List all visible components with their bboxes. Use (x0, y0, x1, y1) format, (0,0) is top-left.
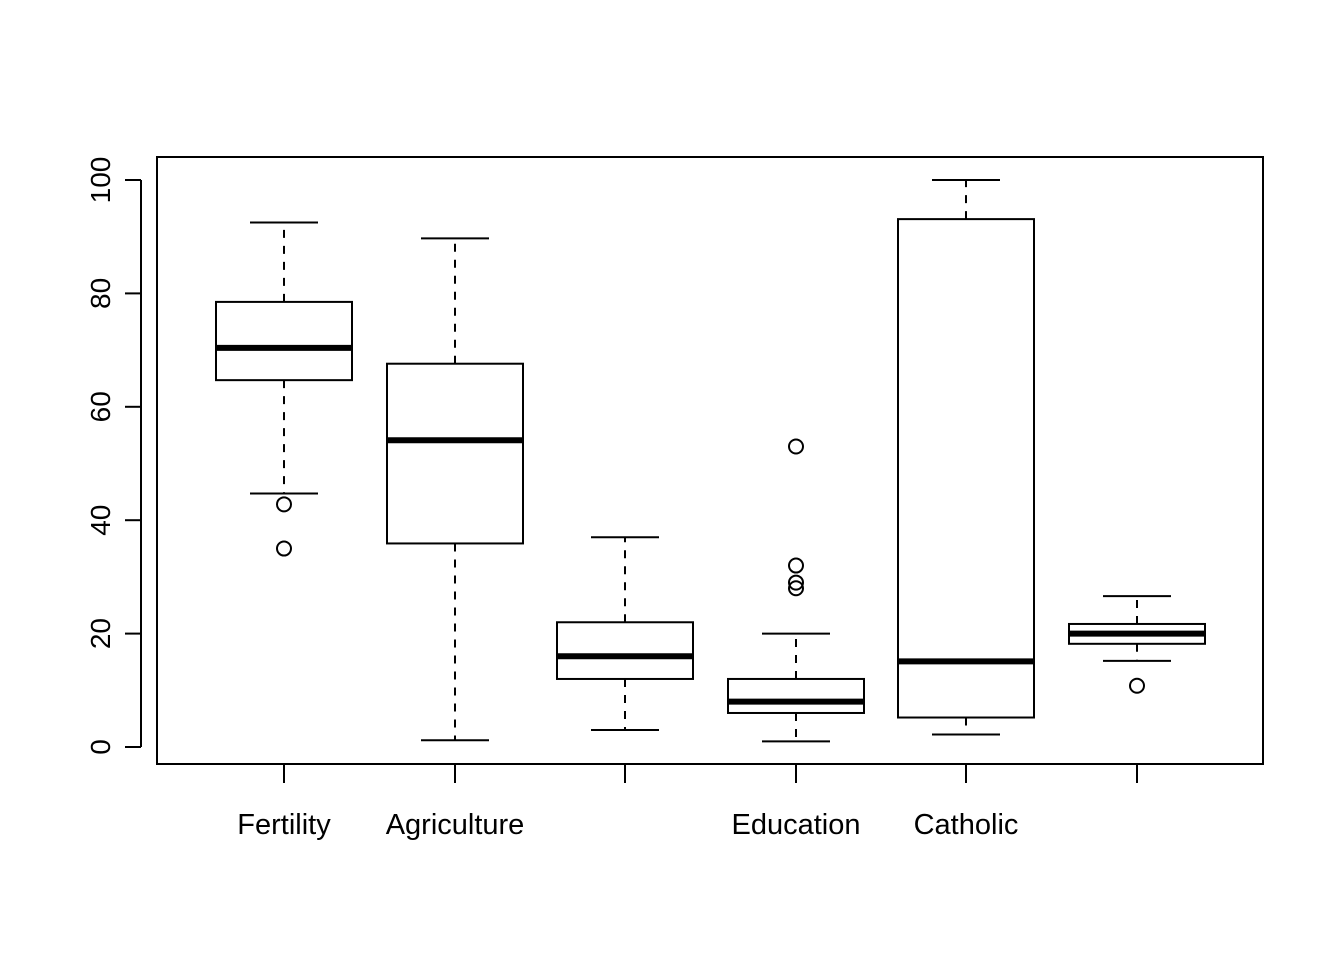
outlier-point (276, 496, 292, 513)
y-tick-label: 100 (85, 157, 116, 204)
x-tick-label: Education (732, 809, 861, 841)
y-tick-label: 20 (85, 618, 116, 649)
box-group (556, 536, 694, 731)
outlier-point (788, 438, 804, 455)
outlier-point (276, 540, 292, 557)
y-tick-label: 60 (85, 391, 116, 422)
box-group (386, 237, 524, 742)
y-tick-label: 40 (85, 505, 116, 536)
outlier-point (1129, 677, 1145, 694)
box-iqr (727, 677, 865, 714)
outlier-point (788, 580, 804, 597)
x-tick-label: Agriculture (386, 809, 525, 841)
box-iqr (386, 362, 524, 545)
box-group (1068, 595, 1206, 694)
box-iqr (215, 300, 353, 382)
outlier-point (788, 557, 804, 574)
boxes (215, 179, 1206, 743)
box-group (897, 179, 1035, 736)
x-axis: Fertility Agriculture Education Catholic (237, 764, 1138, 841)
box-iqr (897, 218, 1035, 719)
box-group (215, 221, 353, 557)
box-group (727, 438, 865, 743)
y-tick-label: 80 (85, 278, 116, 309)
x-tick-label: Fertility (237, 809, 331, 841)
y-tick-label: 0 (85, 739, 116, 755)
box-iqr (556, 621, 694, 680)
plot-frame (156, 156, 1264, 765)
y-axis: 0 20 40 60 80 100 (85, 157, 142, 755)
x-tick-label: Catholic (914, 809, 1019, 841)
outlier-point (788, 574, 804, 591)
